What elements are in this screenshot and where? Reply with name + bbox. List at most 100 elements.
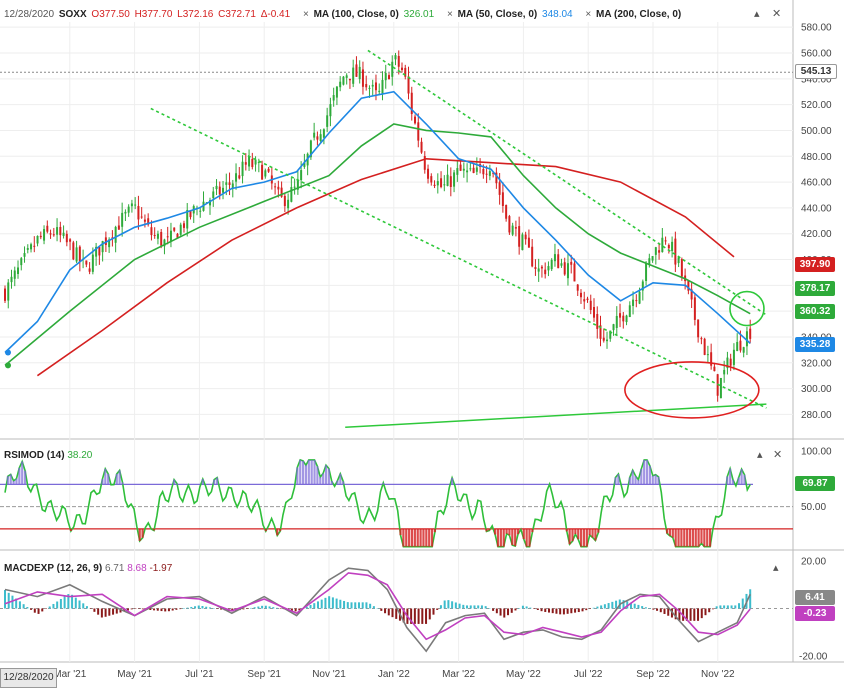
candle-body	[101, 241, 104, 253]
macd-histogram-bar	[37, 608, 40, 614]
candle-body	[495, 172, 498, 184]
macd-histogram-bar	[365, 602, 368, 609]
price-tick-label: 500.00	[801, 126, 832, 137]
macd-histogram-bar	[384, 608, 387, 614]
candle-body	[277, 186, 280, 190]
highlight-circle-green	[729, 290, 765, 327]
macd-histogram-bar	[71, 594, 74, 609]
candle-body	[23, 253, 26, 257]
candle-body	[518, 226, 521, 247]
candle-body	[449, 176, 452, 187]
macd-histogram-bar	[30, 608, 33, 610]
macd-histogram-bar	[376, 608, 379, 609]
candle-body	[706, 354, 709, 356]
macd-histogram-bar	[659, 608, 662, 613]
candle-body	[72, 242, 75, 260]
candle-body	[130, 203, 133, 207]
price-tick-label: 320.00	[801, 358, 832, 369]
macd-histogram-bar	[320, 599, 323, 609]
macd-histogram-bar	[387, 608, 390, 616]
macd-histogram-bar	[544, 608, 547, 612]
macd-histogram-bar	[7, 592, 10, 609]
collapse-icon[interactable]: ▴	[754, 8, 760, 20]
macd-histogram-bar	[18, 601, 21, 609]
macd-histogram-bar	[249, 607, 252, 609]
candle-body	[20, 258, 23, 266]
candle-body	[414, 116, 417, 124]
candle-body	[267, 168, 270, 172]
collapse-icon[interactable]: ▴	[757, 449, 763, 461]
rsi-value: 38.20	[67, 450, 93, 461]
candle-body	[257, 161, 260, 163]
candle-body	[147, 218, 150, 225]
candle-body	[391, 61, 394, 77]
close-icon[interactable]: ×	[302, 9, 309, 20]
macd-histogram-bar	[559, 608, 562, 615]
macd-histogram-bar	[156, 608, 159, 611]
ma50-blue-badge: 335.28	[795, 337, 835, 352]
macd-histogram-bar	[194, 606, 197, 609]
macd-histogram-bar	[294, 608, 297, 612]
candle-body	[261, 164, 264, 180]
candle-body	[378, 90, 381, 92]
macd-histogram-bar	[462, 604, 465, 609]
ma100-badge: 378.17	[795, 281, 835, 296]
candle-body	[108, 239, 111, 248]
ma100-start-dot	[5, 362, 11, 369]
time-tick-label: Mar '21	[53, 669, 86, 680]
macd-histogram-bar	[313, 603, 316, 609]
candle-body	[143, 219, 146, 222]
candle-body	[583, 299, 586, 302]
macd-histogram-bar	[123, 608, 126, 612]
candle-body	[36, 235, 39, 244]
macd-histogram-bar	[85, 606, 88, 609]
candle-body	[521, 234, 524, 251]
collapse-icon[interactable]: ▴	[773, 562, 779, 574]
candle-body	[641, 281, 644, 291]
candle-body	[645, 262, 648, 282]
price-tick-label: 300.00	[801, 384, 832, 395]
macd-histogram-bar	[48, 606, 51, 609]
macd-histogram-bar	[309, 604, 312, 609]
candle-body	[316, 136, 319, 140]
candle-body	[544, 269, 547, 275]
macd-histogram-bar	[93, 608, 96, 612]
macd-histogram-bar	[126, 608, 129, 611]
macd-histogram-bar	[153, 608, 156, 611]
close-icon[interactable]: ×	[446, 9, 453, 20]
macd-histogram-bar	[369, 603, 372, 609]
candle-body	[745, 331, 748, 347]
macd-histogram-bar	[648, 608, 651, 609]
candle-body	[622, 315, 625, 322]
macd-histogram-bar	[380, 608, 383, 611]
macd-histogram-bar	[588, 608, 591, 609]
candle-body	[563, 262, 566, 275]
candle-body	[300, 170, 303, 181]
candle-body	[43, 229, 46, 241]
close-icon[interactable]: ✕	[772, 8, 782, 20]
close-icon[interactable]: ✕	[773, 449, 783, 461]
time-tick-label: Nov '21	[312, 669, 346, 680]
close-icon[interactable]: ×	[585, 9, 592, 20]
rsi-tick-label: 50.00	[801, 502, 826, 513]
candle-body	[485, 173, 488, 175]
macd-histogram-bar	[67, 594, 70, 609]
candle-body	[514, 227, 517, 229]
candle-body	[169, 230, 172, 241]
candle-body	[186, 209, 189, 229]
candle-body	[4, 288, 6, 301]
candle-body	[166, 236, 169, 238]
candle-body	[658, 250, 661, 253]
candle-body	[537, 268, 540, 272]
candle-body	[241, 161, 244, 177]
candle-body	[488, 171, 491, 176]
ma100-label: MA (100, Close, 0)	[313, 9, 399, 20]
macd-histogram-bar	[208, 607, 211, 609]
candle-body	[394, 55, 397, 60]
macd-histogram-bar	[469, 605, 472, 609]
macd-header: MACDEXP (12, 26, 9) 6.71 8.68 -1.97	[4, 563, 172, 574]
candle-body	[697, 319, 700, 338]
ma50-value: 348.04	[542, 9, 573, 20]
candle-body	[534, 267, 537, 269]
